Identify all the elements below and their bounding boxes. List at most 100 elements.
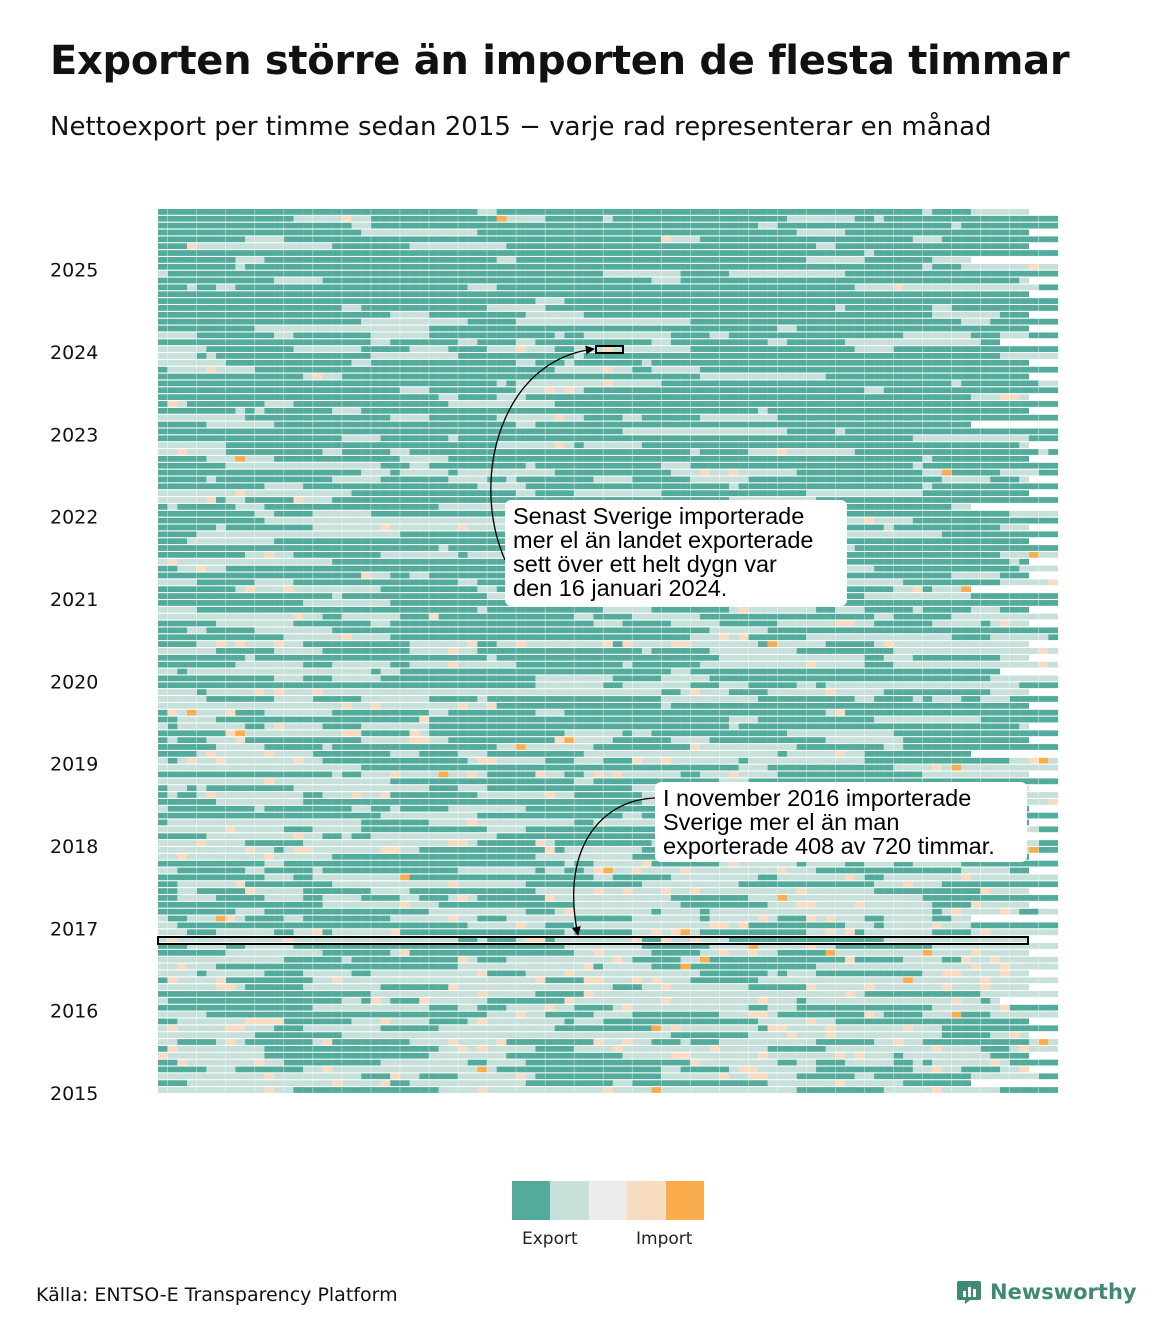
heatmap-cell	[322, 895, 333, 901]
heatmap-cell	[264, 750, 275, 757]
heatmap-cell	[303, 819, 313, 826]
heatmap-cell	[341, 812, 352, 819]
heatmap-cell	[709, 943, 720, 949]
heatmap-cell	[283, 1032, 294, 1039]
heatmap-cell	[477, 1025, 488, 1032]
heatmap-cell	[641, 929, 652, 936]
heatmap-cell	[303, 1011, 313, 1018]
heatmap-cell	[806, 750, 817, 757]
heatmap-cell	[467, 833, 478, 840]
heatmap-cell	[622, 1073, 633, 1080]
heatmap-cell	[361, 1066, 372, 1073]
heatmap-cell	[506, 771, 517, 778]
heatmap-cell	[341, 785, 352, 792]
heatmap-cell	[390, 860, 401, 867]
heatmap-cell	[341, 1087, 352, 1093]
heatmap-cell	[912, 750, 923, 757]
heatmap-cell	[235, 956, 246, 963]
heatmap-cell	[864, 874, 875, 881]
heatmap-cell	[158, 1073, 168, 1080]
heatmap-cell	[467, 949, 478, 956]
heatmap-cell	[390, 984, 401, 990]
heatmap-cell	[341, 805, 352, 812]
heatmap-cell	[158, 1039, 168, 1045]
heatmap-cell	[167, 901, 178, 908]
heatmap-cell	[487, 778, 497, 785]
heatmap-cell	[293, 895, 304, 901]
heatmap-cell	[158, 805, 168, 812]
heatmap-cell	[970, 895, 981, 901]
heatmap-cell	[206, 860, 217, 867]
heatmap-cell	[399, 984, 410, 990]
heatmap-cell	[351, 1087, 362, 1093]
heatmap-cell	[738, 929, 749, 936]
heatmap-cell	[332, 799, 342, 805]
heatmap-cell	[622, 1039, 633, 1045]
heatmap-cell	[680, 881, 691, 888]
heatmap-cell	[303, 915, 313, 922]
heatmap-cell	[283, 881, 294, 888]
heatmap-cell	[845, 723, 855, 730]
heatmap-cell	[419, 956, 430, 963]
heatmap-cell	[158, 977, 168, 984]
heatmap-cell	[322, 812, 333, 819]
heatmap-cell	[264, 730, 275, 737]
heatmap-cell	[719, 867, 730, 874]
heatmap-cell	[603, 737, 613, 744]
heatmap-cell	[206, 970, 217, 977]
heatmap-cell	[225, 730, 236, 737]
heatmap-cell	[390, 895, 401, 901]
heatmap-cell	[854, 970, 865, 977]
heatmap-cell	[699, 895, 710, 901]
heatmap-cell	[535, 847, 546, 853]
heatmap-cell	[196, 881, 207, 888]
heatmap-cell	[816, 1011, 826, 1018]
heatmap-cell	[158, 737, 168, 744]
heatmap-cell	[603, 723, 613, 730]
heatmap-cell	[661, 757, 672, 764]
heatmap-cell	[719, 1052, 730, 1059]
heatmap-cell	[322, 799, 333, 805]
heatmap-cell	[719, 1080, 730, 1087]
heatmap-cell	[177, 764, 188, 771]
heatmap-cell	[641, 1080, 652, 1087]
heatmap-cell	[651, 881, 662, 888]
heatmap-cell	[622, 936, 633, 942]
heatmap-cell	[428, 840, 439, 846]
heatmap-cell	[516, 1004, 526, 1011]
heatmap-cell	[264, 819, 275, 826]
heatmap-cell	[970, 984, 981, 990]
heatmap-cell	[477, 819, 488, 826]
heatmap-cell	[274, 1045, 284, 1052]
heatmap-cell	[970, 730, 981, 737]
heatmap-cell	[699, 901, 710, 908]
heatmap-cell	[167, 819, 178, 826]
heatmap-cell	[641, 853, 652, 860]
heatmap-cell	[303, 936, 313, 942]
heatmap-row	[158, 716, 1059, 723]
heatmap-cell	[225, 984, 236, 990]
heatmap-cell	[187, 901, 197, 908]
heatmap-cell	[487, 956, 497, 963]
heatmap-cell	[893, 1045, 904, 1052]
heatmap-cell	[351, 922, 362, 929]
heatmap-cell	[728, 943, 739, 949]
heatmap-cell	[1038, 1025, 1049, 1032]
heatmap-cell	[535, 860, 546, 867]
heatmap-cell	[535, 1073, 546, 1080]
heatmap-cell	[235, 723, 246, 730]
heatmap-cell	[419, 723, 430, 730]
heatmap-cell	[970, 860, 981, 867]
heatmap-cell	[487, 833, 497, 840]
heatmap-cell	[312, 1059, 323, 1066]
heatmap-cell	[332, 771, 342, 778]
heatmap-cell	[641, 750, 652, 757]
heatmap-cell	[632, 1052, 642, 1059]
heatmap-cell	[187, 860, 197, 867]
heatmap-cell	[196, 1045, 207, 1052]
heatmap-cell	[1019, 991, 1030, 997]
heatmap-cell	[874, 771, 884, 778]
heatmap-cell	[893, 997, 904, 1004]
heatmap-cell	[516, 943, 526, 949]
heatmap-cell	[264, 874, 275, 881]
